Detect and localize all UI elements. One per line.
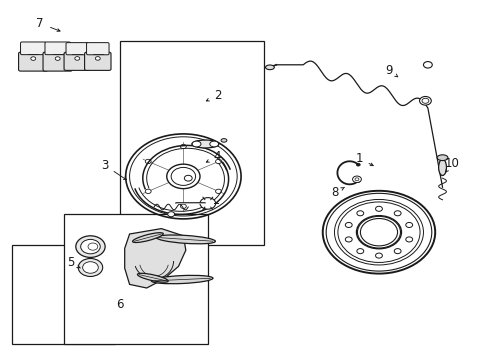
Ellipse shape <box>151 275 212 284</box>
Circle shape <box>356 163 360 166</box>
Text: 9: 9 <box>384 64 392 77</box>
Ellipse shape <box>137 273 168 282</box>
Circle shape <box>375 206 382 211</box>
Circle shape <box>75 57 80 60</box>
FancyBboxPatch shape <box>86 42 109 55</box>
Ellipse shape <box>265 65 274 70</box>
Circle shape <box>180 204 186 208</box>
Ellipse shape <box>436 155 447 161</box>
FancyBboxPatch shape <box>66 42 88 55</box>
Circle shape <box>352 176 361 183</box>
Circle shape <box>167 212 174 217</box>
Circle shape <box>200 198 215 209</box>
FancyBboxPatch shape <box>84 52 111 71</box>
Circle shape <box>145 159 151 164</box>
Circle shape <box>55 57 60 60</box>
Circle shape <box>393 249 400 254</box>
Text: 1: 1 <box>355 152 363 165</box>
Circle shape <box>81 239 100 254</box>
Circle shape <box>423 62 431 68</box>
FancyBboxPatch shape <box>64 52 90 71</box>
Circle shape <box>76 236 105 257</box>
Circle shape <box>215 159 221 164</box>
Circle shape <box>356 180 360 183</box>
Circle shape <box>360 219 397 246</box>
FancyBboxPatch shape <box>19 52 48 71</box>
Circle shape <box>88 243 98 250</box>
Text: 2: 2 <box>213 89 221 102</box>
Ellipse shape <box>132 233 163 243</box>
Text: 4: 4 <box>213 150 221 163</box>
Circle shape <box>82 262 98 273</box>
Circle shape <box>405 222 412 228</box>
Text: 3: 3 <box>101 159 109 172</box>
Ellipse shape <box>438 159 446 175</box>
Ellipse shape <box>192 141 201 147</box>
Text: 7: 7 <box>36 17 44 30</box>
Bar <box>63 214 207 344</box>
Circle shape <box>356 216 401 249</box>
Bar <box>12 245 115 344</box>
Circle shape <box>171 167 195 185</box>
Text: 8: 8 <box>330 186 338 199</box>
Text: 5: 5 <box>67 256 75 269</box>
Circle shape <box>405 237 412 242</box>
Circle shape <box>357 216 400 248</box>
Ellipse shape <box>209 141 218 147</box>
Circle shape <box>393 211 400 216</box>
Ellipse shape <box>191 140 218 148</box>
Circle shape <box>166 164 200 189</box>
Polygon shape <box>124 229 185 288</box>
Bar <box>120 41 264 245</box>
Ellipse shape <box>221 139 226 142</box>
Circle shape <box>184 175 192 181</box>
Circle shape <box>345 222 351 228</box>
Text: 10: 10 <box>444 157 459 170</box>
Ellipse shape <box>156 235 215 244</box>
Circle shape <box>145 189 151 194</box>
Circle shape <box>180 144 186 149</box>
Circle shape <box>421 98 428 103</box>
Circle shape <box>419 96 430 105</box>
Circle shape <box>356 211 363 216</box>
Circle shape <box>95 57 100 60</box>
Text: 6: 6 <box>116 298 123 311</box>
Circle shape <box>31 57 36 60</box>
FancyBboxPatch shape <box>45 42 70 55</box>
Circle shape <box>354 178 358 181</box>
Circle shape <box>356 249 363 254</box>
FancyBboxPatch shape <box>20 42 46 55</box>
Circle shape <box>78 258 102 276</box>
Circle shape <box>375 253 382 258</box>
Circle shape <box>215 189 221 194</box>
FancyBboxPatch shape <box>43 52 72 71</box>
Circle shape <box>345 237 351 242</box>
